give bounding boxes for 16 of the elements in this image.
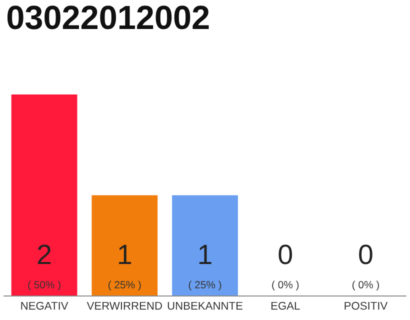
annotation: ( 0% ) [272,280,299,290]
x-tick-label: VERWIRREND [86,302,162,310]
data-label: 0 [359,244,372,264]
data-label: 1 [199,244,212,264]
data-label: 0 [278,244,292,264]
x-tick-label: POSITIV [344,302,388,310]
annotation: ( 25% ) [108,280,141,290]
annotation: ( 50% ) [28,280,60,290]
data-label: 1 [119,244,132,264]
annotation: ( 25% ) [188,280,222,290]
annotation: ( 0% ) [352,280,379,290]
data-label: 2 [38,244,51,264]
x-tick-label: NEGATIV [21,302,68,310]
x-tick-label: EGAL [271,302,300,310]
x-tick-label: UNBEKANNTE [168,302,242,310]
chart-title: 03022012002 [7,6,209,30]
